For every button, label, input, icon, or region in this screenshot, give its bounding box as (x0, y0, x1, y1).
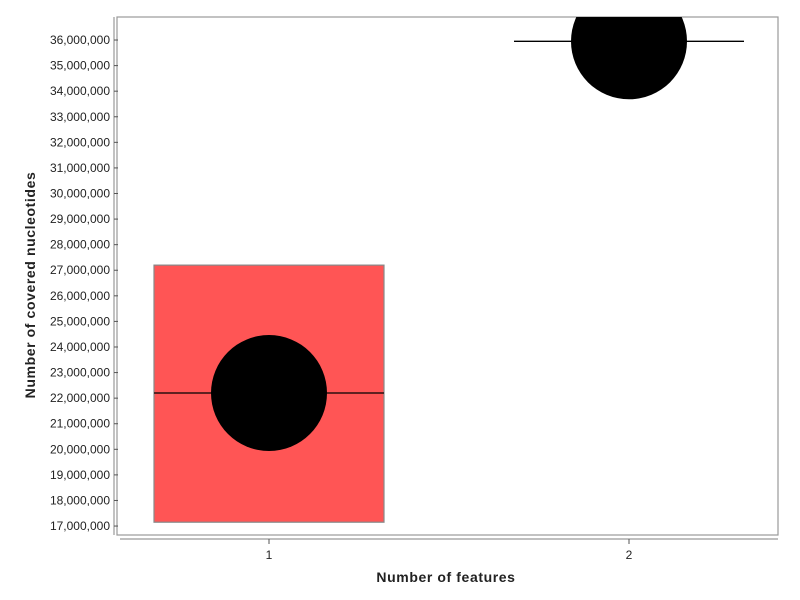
y-tick-label: 26,000,000 (50, 289, 110, 303)
x-tick-label: 1 (266, 548, 273, 562)
y-tick-label: 19,000,000 (50, 468, 110, 482)
x-tick-label: 2 (626, 548, 633, 562)
mean-marker-2 (571, 17, 687, 100)
y-axis: 17,000,000 18,000,000 19,000,000 20,000,000… (50, 33, 118, 533)
y-axis-title: Number of covered nucleotides (22, 172, 38, 399)
y-tick-label: 28,000,000 (50, 238, 110, 252)
y-tick-label: 36,000,000 (50, 33, 110, 47)
y-tick-label: 23,000,000 (50, 366, 110, 380)
y-tick-label: 22,000,000 (50, 391, 110, 405)
y-tick-label: 18,000,000 (50, 493, 110, 507)
y-tick-label: 35,000,000 (50, 59, 110, 73)
y-tick-label: 17,000,000 (50, 519, 110, 533)
y-tick-label: 34,000,000 (50, 84, 110, 98)
y-tick-label: 20,000,000 (50, 442, 110, 456)
y-tick-label: 29,000,000 (50, 212, 110, 226)
box-series (153, 17, 744, 523)
y-tick-label: 31,000,000 (50, 161, 110, 175)
mean-marker-1 (211, 335, 327, 452)
y-tick-label: 30,000,000 (50, 187, 110, 201)
y-tick-label: 33,000,000 (50, 110, 110, 124)
boxes (153, 17, 744, 523)
y-tick-label: 25,000,000 (50, 314, 110, 328)
y-tick-label: 32,000,000 (50, 135, 110, 149)
y-tick-label: 24,000,000 (50, 340, 110, 354)
y-tick-label: 21,000,000 (50, 417, 110, 431)
plot-border (116, 16, 779, 536)
x-axis-title: Number of features (376, 569, 515, 585)
plot-frame (113, 16, 779, 540)
y-tick-label: 27,000,000 (50, 263, 110, 277)
